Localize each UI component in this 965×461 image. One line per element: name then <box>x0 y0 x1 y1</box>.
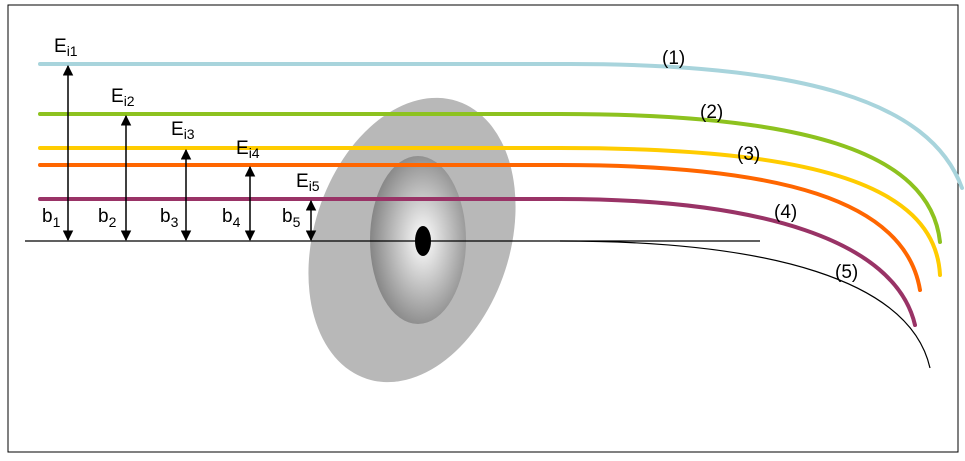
energy-label: Ei2 <box>111 86 135 109</box>
impact-label: b5 <box>282 206 301 230</box>
impact-label: b3 <box>160 206 179 230</box>
trajectory-1 <box>38 62 964 190</box>
curve-label: (1) <box>662 48 685 69</box>
impact-label: b1 <box>42 206 61 230</box>
curve-label: (4) <box>774 202 797 223</box>
trajectory-2 <box>38 112 942 244</box>
trajectory-3 <box>38 146 942 277</box>
energy-label: Ei3 <box>171 119 195 142</box>
energy-label: Ei1 <box>54 36 78 59</box>
trajectory-zero <box>559 240 931 369</box>
trajectory-4 <box>38 163 922 292</box>
energy-label: Ei4 <box>236 138 260 161</box>
curve-label: (2) <box>700 102 723 123</box>
curve-label: (3) <box>737 144 760 165</box>
energy-label: Ei5 <box>296 171 320 194</box>
impact-label: b2 <box>98 206 117 230</box>
trajectory-5 <box>38 197 917 327</box>
curve-label: (5) <box>835 262 858 283</box>
impact-label: b4 <box>222 206 241 230</box>
